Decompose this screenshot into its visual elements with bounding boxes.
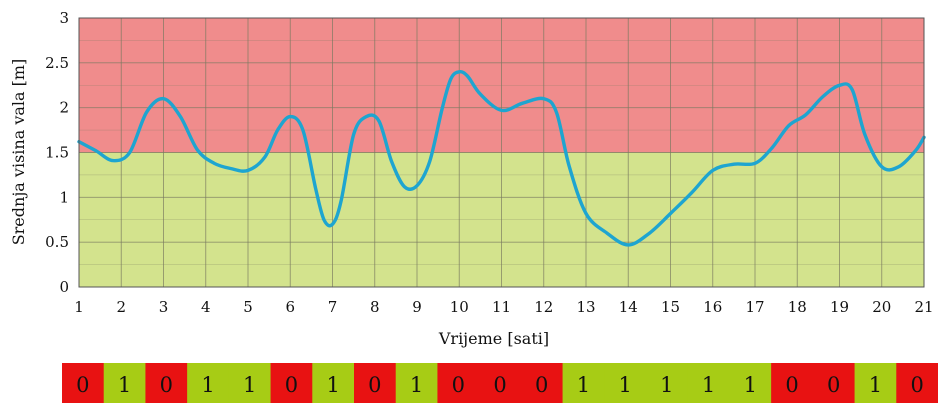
plot-border <box>78 17 925 288</box>
code-cell <box>354 363 397 403</box>
code-cell <box>896 363 938 403</box>
code-cell <box>646 363 689 403</box>
code-cell <box>270 363 313 403</box>
code-cell-value: 0 <box>285 373 298 397</box>
code-cell-value: 1 <box>201 373 214 397</box>
y-tick-label: 0.5 <box>45 233 69 251</box>
code-cell-value: 1 <box>577 373 590 397</box>
code-cell-value: 1 <box>660 373 673 397</box>
x-tick-label: 6 <box>285 298 295 316</box>
wave-height-line <box>77 70 926 247</box>
x-tick-label: 4 <box>201 298 211 316</box>
code-cell <box>437 363 480 403</box>
y-axis-ticks: 0 0.5 1 1.5 2 2.5 3 <box>45 9 69 296</box>
y-tick-label: 1 <box>59 188 69 206</box>
wave-height-series <box>77 70 926 247</box>
plot-frame <box>78 17 925 288</box>
y-tick-label: 1.5 <box>45 144 69 162</box>
x-tick-label: 18 <box>788 298 807 316</box>
code-cell-value: 0 <box>76 373 89 397</box>
code-cell-value: 0 <box>452 373 465 397</box>
x-tick-label: 2 <box>116 298 126 316</box>
x-axis-ticks: 1 2 3 4 5 6 7 8 9 10 11 12 13 14 15 16 17 18 19 20 21 <box>74 298 933 316</box>
code-cell <box>562 363 605 403</box>
x-tick-label: 9 <box>412 298 422 316</box>
code-cell-value: 0 <box>785 373 798 397</box>
x-tick-label: 14 <box>619 298 638 316</box>
code-cell-value: 0 <box>535 373 548 397</box>
code-cell <box>228 363 272 403</box>
code-cell <box>103 363 146 403</box>
x-tick-label: 5 <box>243 298 253 316</box>
code-cell-value: 1 <box>243 373 256 397</box>
code-cell-value: 1 <box>410 373 423 397</box>
code-cell-value: 1 <box>326 373 339 397</box>
code-cell <box>479 363 522 403</box>
code-cell-value: 0 <box>493 373 506 397</box>
code-cell <box>312 363 355 403</box>
code-cell <box>729 363 772 403</box>
code-cell <box>687 363 730 403</box>
x-tick-label: 20 <box>872 298 891 316</box>
x-tick-label: 19 <box>830 298 849 316</box>
x-tick-label: 13 <box>576 298 595 316</box>
code-cell-value: 1 <box>744 373 757 397</box>
x-tick-label: 3 <box>159 298 169 316</box>
code-cell <box>854 363 897 403</box>
x-tick-label: 11 <box>492 298 511 316</box>
code-cell <box>520 363 564 403</box>
y-tick-label: 2 <box>59 99 69 117</box>
x-axis-label: Vrijeme [sati] <box>438 329 549 348</box>
x-tick-label: 21 <box>914 298 933 316</box>
code-cell <box>812 363 856 403</box>
x-tick-label: 8 <box>370 298 380 316</box>
code-cell <box>62 363 105 403</box>
code-cell-value: 1 <box>869 373 882 397</box>
binary-code-strip: 0 1 0 1 1 0 1 0 1 0 0 0 1 1 1 1 1 0 0 1 0 <box>62 363 938 403</box>
x-tick-label: 1 <box>74 298 84 316</box>
code-cell <box>145 363 188 403</box>
x-tick-label: 16 <box>703 298 722 316</box>
y-axis-label: Srednja visina vala [m] <box>9 59 28 246</box>
code-cell <box>604 363 647 403</box>
code-cell-value: 0 <box>160 373 173 397</box>
x-tick-label: 17 <box>745 298 764 316</box>
y-tick-label: 0 <box>59 278 69 296</box>
code-cell-value: 0 <box>910 373 923 397</box>
grid-lines <box>78 18 925 287</box>
x-tick-label: 7 <box>328 298 338 316</box>
code-cell-value: 1 <box>702 373 715 397</box>
code-cell <box>771 363 814 403</box>
x-tick-label: 15 <box>661 298 680 316</box>
code-cell-value: 1 <box>118 373 131 397</box>
x-tick-label: 10 <box>450 298 469 316</box>
code-cell-value: 0 <box>827 373 840 397</box>
x-tick-label: 12 <box>534 298 553 316</box>
code-cell-value: 0 <box>368 373 381 397</box>
y-tick-label: 2.5 <box>45 54 69 72</box>
y-tick-label: 3 <box>59 9 69 27</box>
code-cell-value: 1 <box>618 373 631 397</box>
code-cell <box>187 363 230 403</box>
code-cell <box>395 363 438 403</box>
